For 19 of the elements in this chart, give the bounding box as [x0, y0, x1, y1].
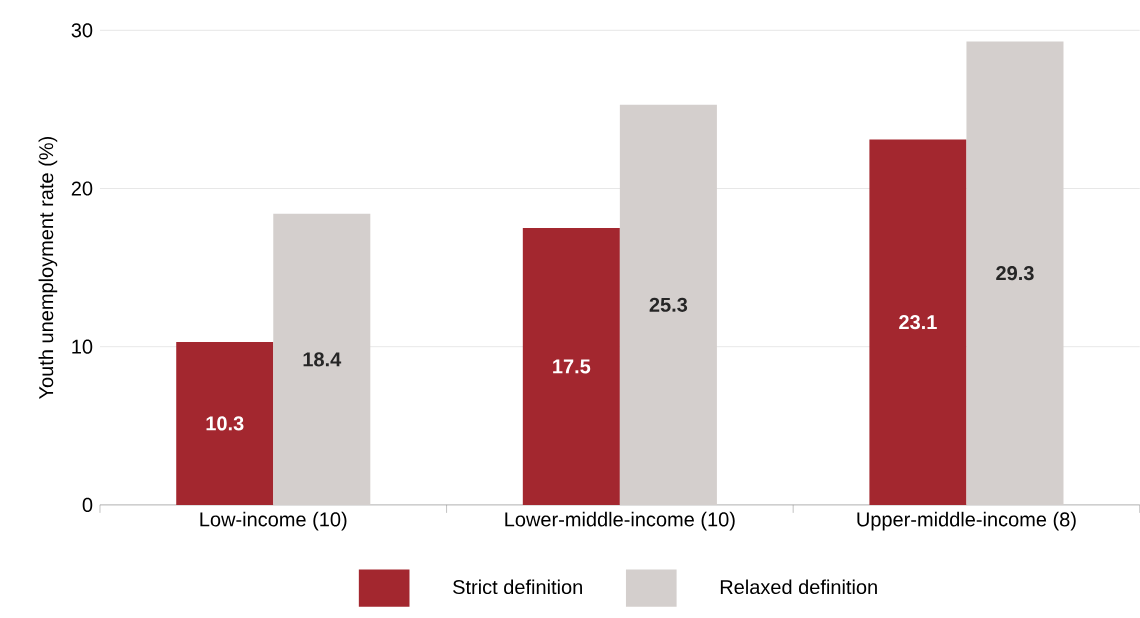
data-label: 18.4 [303, 352, 342, 367]
x-tick-label: Upper-middle-income (8) [857, 511, 1076, 531]
data-label: 23.1 [899, 315, 937, 330]
legend-label: Relaxed definition [720, 579, 877, 595]
data-label: 29.3 [996, 266, 1034, 281]
y-tick-label: 10 [72, 339, 93, 354]
data-label: 10.3 [206, 416, 244, 431]
x-tick-label: Low-income (10) [200, 511, 347, 531]
data-label: 25.3 [649, 297, 688, 312]
bar [176, 342, 274, 505]
bar [522, 228, 620, 505]
y-axis-title: Youth unemployment rate (%) [38, 137, 58, 400]
bar [869, 139, 967, 505]
y-tick-label: 30 [71, 23, 93, 38]
legend-label: Strict definition [453, 579, 582, 595]
x-tick-label: Lower-middle-income (10) [505, 511, 735, 531]
y-tick-label: 20 [71, 181, 93, 196]
y-tick-label: 0 [82, 497, 93, 513]
data-label: 17.5 [553, 359, 591, 374]
